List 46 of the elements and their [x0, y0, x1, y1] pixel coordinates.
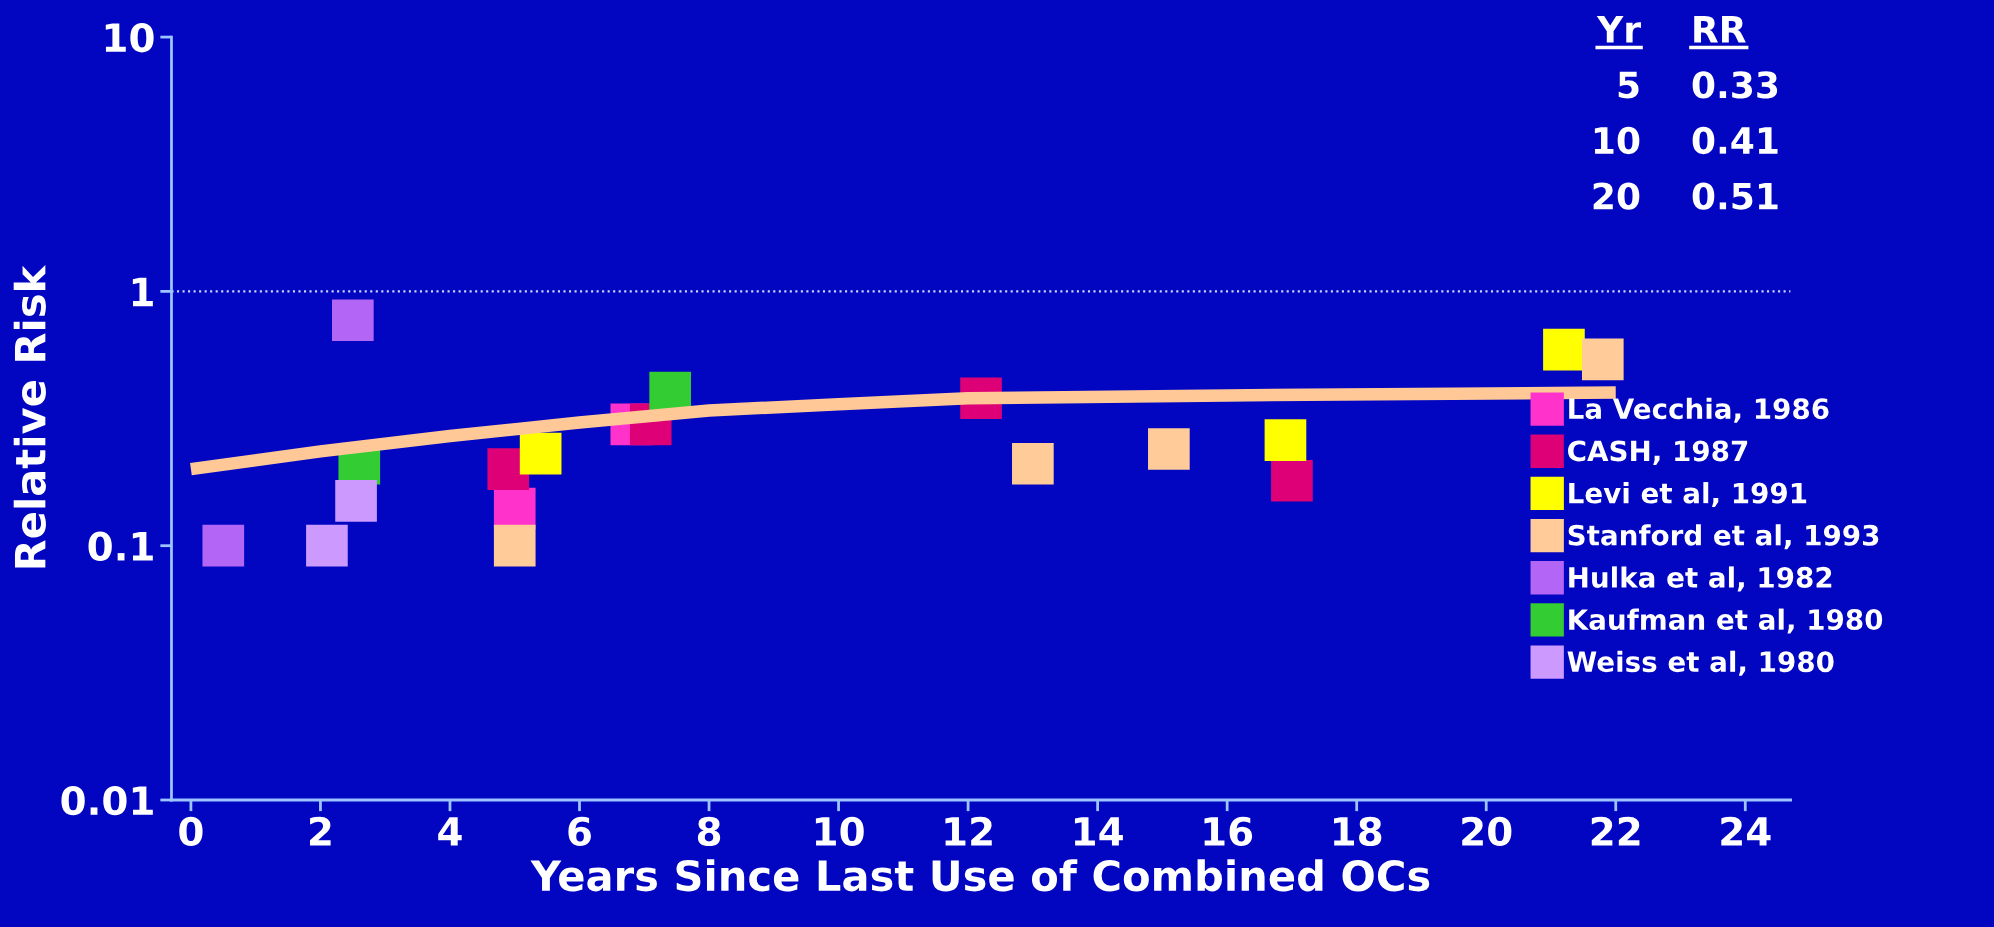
legend-label: CASH, 1987 — [1568, 440, 1748, 465]
point — [335, 480, 377, 522]
y-tick-label: 0.1 — [88, 531, 153, 562]
legend-label: Levi et al, 1991 — [1569, 482, 1807, 508]
x-tick-label: 4 — [438, 817, 462, 846]
x-tick-label: 12 — [945, 816, 992, 846]
x-tick-label: 6 — [568, 816, 591, 847]
point — [493, 524, 536, 567]
x-tick-label: 16 — [1204, 816, 1253, 847]
point — [1543, 328, 1585, 371]
legend-label: Weiss et al, 1980 — [1567, 650, 1834, 676]
point — [519, 432, 562, 475]
x-tick-label: 0 — [179, 816, 203, 847]
y-axis-title: Relative Risk — [13, 264, 46, 568]
x-tick-label: 18 — [1334, 816, 1382, 847]
annotation: 0.51 — [1692, 182, 1778, 210]
x-tick-label: 2 — [309, 816, 331, 846]
x-tick-label: 10 — [815, 816, 864, 847]
annotation: Yr — [1596, 16, 1641, 43]
legend-label: Stanford et al, 1993 — [1568, 524, 1879, 550]
point — [331, 299, 374, 342]
x-axis-title: Years Since Last Use of Combined OCs — [530, 859, 1430, 892]
y-tick-label: 0.01 — [61, 785, 153, 816]
legend-label: La Vecchia, 1986 — [1569, 397, 1829, 423]
point — [306, 524, 348, 567]
x-tick-label: 24 — [1721, 816, 1771, 846]
x-tick-label: 8 — [697, 816, 721, 847]
point — [1581, 338, 1624, 381]
legend-label: Kaufman et al, 1980 — [1569, 608, 1883, 634]
annotation: 0.33 — [1692, 71, 1778, 99]
annotation: 0.41 — [1692, 126, 1778, 155]
y-tick-label: 1 — [132, 277, 153, 307]
x-tick-label: 22 — [1591, 816, 1640, 846]
annotation: 5 — [1618, 71, 1639, 99]
point — [1012, 442, 1054, 485]
point — [1271, 459, 1313, 502]
annotation: RR — [1694, 16, 1746, 43]
x-tick-label: 20 — [1462, 816, 1512, 847]
annotation: 10 — [1594, 126, 1640, 155]
point — [202, 524, 245, 567]
x-tick-label: 14 — [1074, 817, 1123, 846]
y-tick-label: 10 — [105, 22, 154, 53]
point — [1264, 419, 1307, 461]
annotation: 20 — [1593, 182, 1640, 210]
point — [1148, 428, 1190, 470]
legend-label: Hulka et al, 1982 — [1569, 566, 1832, 592]
